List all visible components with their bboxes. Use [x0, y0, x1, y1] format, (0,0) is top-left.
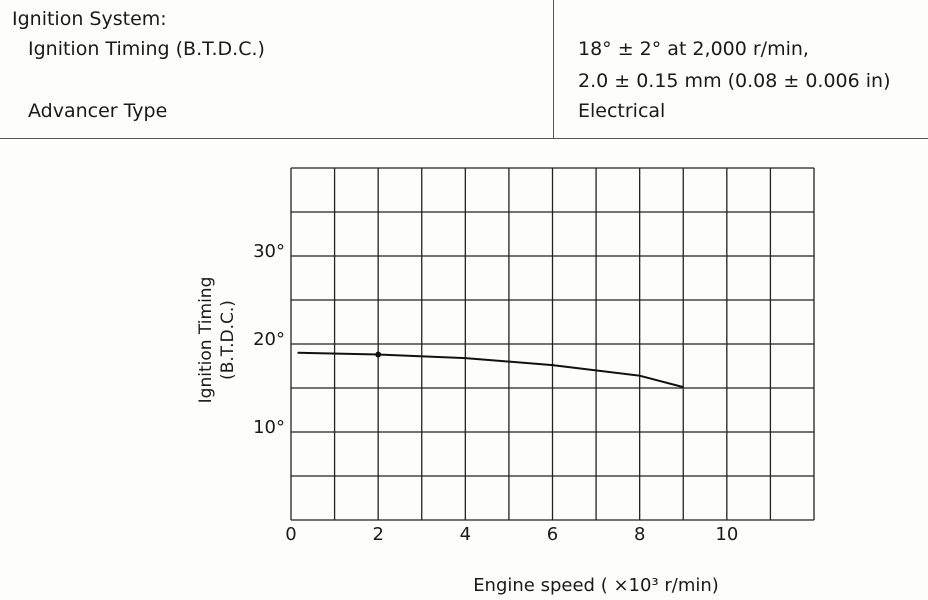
line	[297, 351, 684, 389]
y-axis-title: Ignition Timing	[196, 277, 216, 404]
x-tick-label: 10	[715, 524, 738, 545]
x-tick-label: 6	[547, 524, 558, 545]
divider	[553, 0, 554, 138]
row-value: Electrical	[578, 100, 666, 122]
x-axis-title: Engine speed ( ×10³ r/min)	[473, 575, 719, 596]
section-title: Ignition System:	[12, 8, 167, 30]
point	[375, 351, 382, 358]
x-tick-label: 0	[285, 524, 296, 545]
x-tick-label: 4	[460, 524, 471, 545]
x-tick-label: 8	[634, 524, 645, 545]
y-tick-label: 20°	[253, 329, 285, 350]
y-axis-title: (B.T.D.C.)	[218, 300, 238, 380]
row-value: 18° ± 2° at 2,000 r/min,	[578, 38, 809, 60]
divider	[0, 138, 928, 139]
row-label: Advancer Type	[28, 100, 168, 122]
y-tick-label: 10°	[253, 417, 285, 438]
row-label: Ignition Timing (B.T.D.C.)	[28, 38, 265, 60]
y-tick-label: 30°	[253, 241, 285, 262]
x-tick-label: 2	[372, 524, 383, 545]
row-value: 2.0 ± 0.15 mm (0.08 ± 0.006 in)	[578, 70, 891, 92]
